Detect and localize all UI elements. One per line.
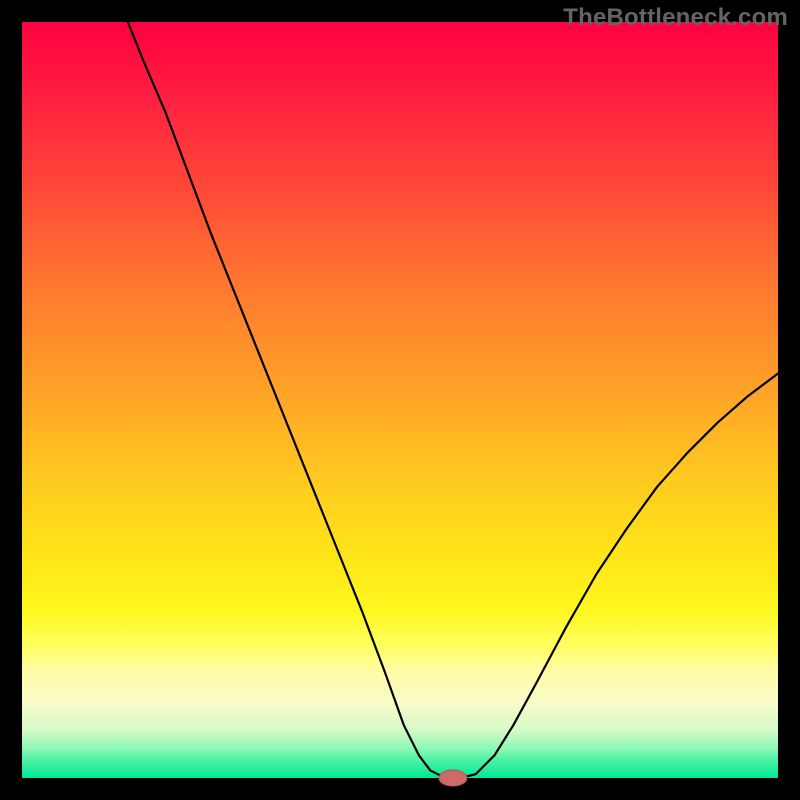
chart-container: TheBottleneck.com xyxy=(0,0,800,800)
bottleneck-chart xyxy=(0,0,800,800)
watermark-text: TheBottleneck.com xyxy=(563,4,788,32)
optimal-marker xyxy=(439,770,467,786)
chart-gradient-bg xyxy=(22,22,778,778)
